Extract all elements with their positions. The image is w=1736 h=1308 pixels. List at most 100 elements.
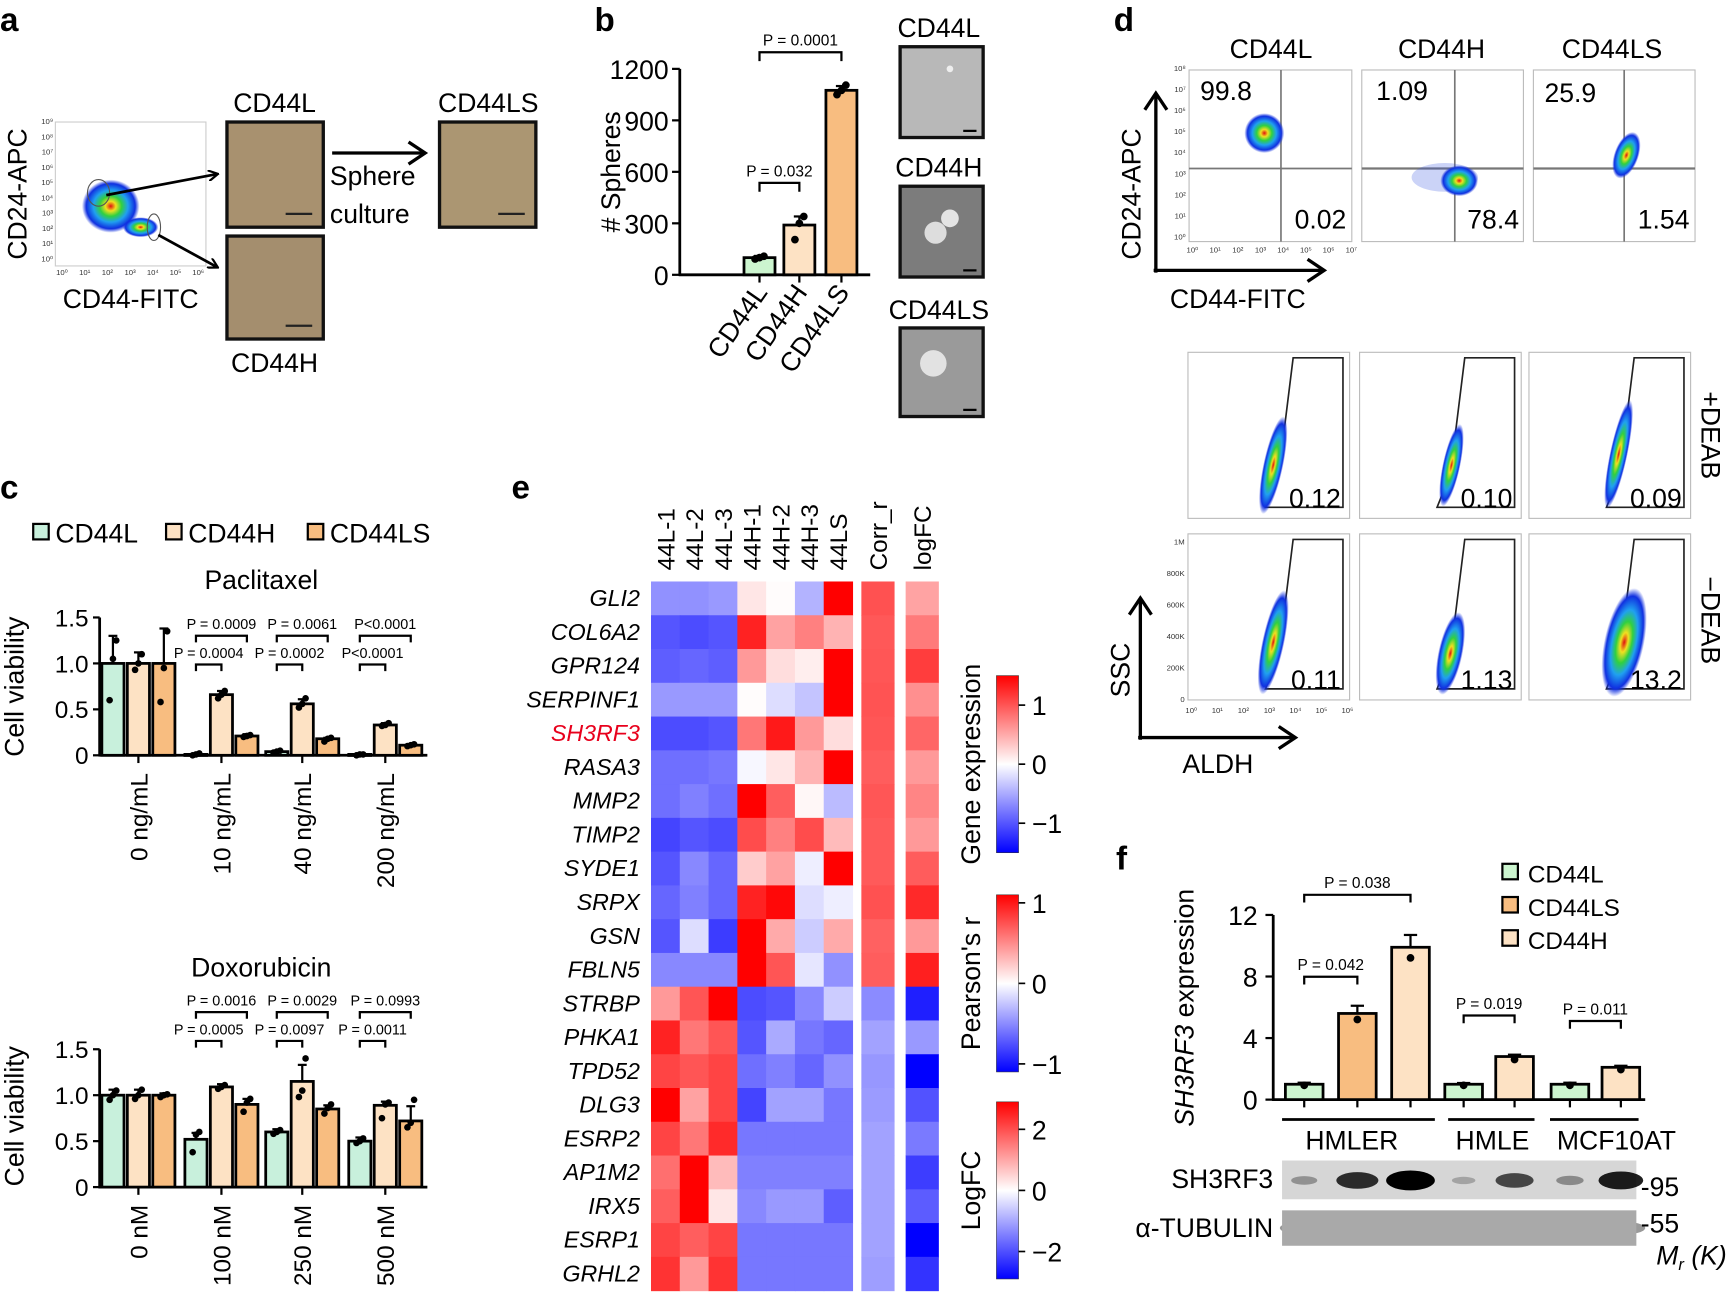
d-density-cd44h — [1440, 165, 1479, 197]
e-heatmap-cell — [737, 1256, 767, 1292]
e-heatmap-cell — [823, 1223, 854, 1258]
f-comparison-bracket — [1303, 893, 1412, 903]
c2-bar-cd44l — [183, 1137, 209, 1189]
f-comparison-bracket — [1303, 975, 1359, 985]
c2-data-point — [163, 1090, 171, 1098]
e-heatmap-cell — [651, 986, 681, 1022]
f-band-sh3rf3 — [1495, 1173, 1534, 1188]
d-y-tick: 10⁴ — [1174, 148, 1186, 157]
c2-bar-cd44ls — [234, 1103, 260, 1189]
e-row-label: TPD52 — [568, 1058, 640, 1084]
a-photo-cd44l — [225, 120, 325, 229]
e-heatmap-cell — [766, 1088, 796, 1123]
e-heatmap-cell — [679, 1020, 710, 1055]
e-heatmap-cell — [823, 986, 854, 1022]
c1-comparison-bracket — [275, 634, 329, 643]
e-heatmap-cell — [737, 716, 767, 751]
f-marker-55: -55 — [1641, 1208, 1679, 1238]
f-legend-label-cd44h: CD44H — [1528, 928, 1608, 955]
b-photo-label-cd44l: CD44L — [898, 13, 981, 43]
e-row-label: GRHL2 — [562, 1260, 640, 1286]
e-heatmap-cell — [651, 1121, 681, 1157]
d-plot-cd44l — [1188, 69, 1353, 243]
c2-comparison-label: P = 0.0029 — [267, 994, 337, 1010]
e-heatmap-cell — [823, 1020, 854, 1055]
b-photo-label-cd44h: CD44H — [895, 152, 982, 182]
a-gate-cd44l — [86, 179, 111, 207]
c1-y-axis-label: Cell viability — [0, 616, 29, 757]
e-heatmap-cell — [737, 682, 767, 718]
c1-x-tick-label: 40 ng/mL — [290, 773, 317, 875]
e-heatmap-cell — [737, 986, 767, 1022]
e-row-label: GLI2 — [590, 585, 640, 611]
c1-data-point — [385, 719, 392, 727]
c2-bar-cd44l — [347, 1139, 373, 1189]
c1-data-point — [106, 696, 113, 704]
c1-bar-cd44h — [208, 693, 234, 757]
f-group-label-mcf10at: MCF10AT — [1557, 1125, 1676, 1155]
c1-data-point — [410, 740, 418, 748]
d-x-tick: 10³ — [1255, 246, 1267, 255]
d-aldh-x-axis-label: ALDH — [1182, 749, 1253, 779]
aldh-y-tick: 800K — [1167, 569, 1186, 578]
e-heatmap-cell — [794, 784, 825, 819]
e-corr-cell — [861, 615, 895, 650]
e-heatmap-cell — [651, 581, 681, 616]
e-heatmap-cell — [679, 1054, 710, 1089]
e-heatmap-cell — [794, 1054, 825, 1089]
c2-comparison-label: P = 0.0097 — [255, 1022, 325, 1038]
c2-comparison-bracket — [358, 1039, 387, 1048]
c1-data-point — [109, 655, 117, 663]
e-row-label: PHKA1 — [564, 1024, 640, 1050]
e-row-label: GSN — [590, 923, 641, 949]
aldh-x-tick: 10⁵ — [1315, 706, 1327, 715]
e-logfc-cell — [905, 615, 939, 650]
chart-e-heatmap: 44L-1 44L-2 44L-3 44H-1 44H-2 44H-3 44LS Corr_r… — [526, 501, 1062, 1292]
f-legend-swatch-cd44l — [1501, 862, 1520, 881]
d-y-tick: 10⁸ — [1174, 64, 1186, 73]
d-x-tick: 10¹ — [1209, 246, 1221, 255]
e-heatmap-cell — [708, 716, 738, 751]
c1-data-point — [135, 660, 142, 667]
aldh-minus-deab-value: 1.13 — [1461, 665, 1513, 695]
aldh-plus-deab-value: 0.09 — [1630, 483, 1682, 513]
e-column-label: 44LS — [826, 514, 853, 571]
b-data-point — [837, 86, 846, 95]
e-heatmap-cell — [651, 1054, 681, 1089]
e-logfc-cell — [905, 1088, 939, 1123]
aldh-x-tick: 10² — [1238, 706, 1250, 715]
c2-comparison-bracket — [275, 1039, 304, 1048]
e-heatmap-cell — [794, 885, 825, 920]
e-corr-cell — [861, 649, 895, 684]
e-row-label: GPR124 — [551, 653, 640, 679]
a-photo-cd44ls — [437, 120, 538, 229]
e-heatmap-cell — [794, 1256, 825, 1292]
d-row-minus-deab: −DEAB — [1696, 576, 1726, 664]
aldh-density — [1439, 424, 1464, 507]
e-column-label: 44L-2 — [682, 508, 709, 570]
b-comparison-bracket — [758, 51, 843, 62]
a-y-tick: 10⁶ — [41, 163, 53, 172]
e-heatmap-cell — [766, 682, 796, 718]
a-ticks: 10⁰ 10¹ 10² 10³ 10⁴ 10⁵ 10⁶ 10⁷ 10⁸ 10⁹ 10⁰ 10¹ 10² 1… — [41, 117, 204, 277]
c2-bar-cd44ls — [315, 1107, 341, 1189]
a-x-tick: 10⁰ — [56, 268, 68, 277]
e-logfc-cell — [905, 1121, 939, 1157]
e-annotation-column-label: Corr_r — [866, 501, 893, 570]
e-heatmap-cell — [823, 952, 854, 988]
c2-data-point — [302, 1055, 309, 1062]
e-heatmap-cell — [794, 1223, 825, 1258]
c2-bar-cd44ls — [398, 1119, 424, 1189]
e-heatmap-cell — [823, 1121, 854, 1157]
f-band-sh3rf3 — [1291, 1176, 1318, 1185]
e-heatmap-cell — [794, 817, 825, 853]
a-photo-label-cd44ls: CD44LS — [438, 88, 538, 118]
c2-data-point — [276, 1126, 284, 1134]
c-legend-swatch-cd44l — [32, 522, 50, 541]
d-x-axis-label: CD44-FITC — [1170, 284, 1306, 314]
d-upper-left-cd44l: 99.8 — [1200, 76, 1252, 106]
e-colorbar-tick-label: −1 — [1032, 809, 1062, 839]
f-legend-label-cd44ls: CD44LS — [1528, 895, 1620, 922]
c2-data-point — [246, 1095, 254, 1103]
e-heatmap-cell — [766, 649, 796, 684]
